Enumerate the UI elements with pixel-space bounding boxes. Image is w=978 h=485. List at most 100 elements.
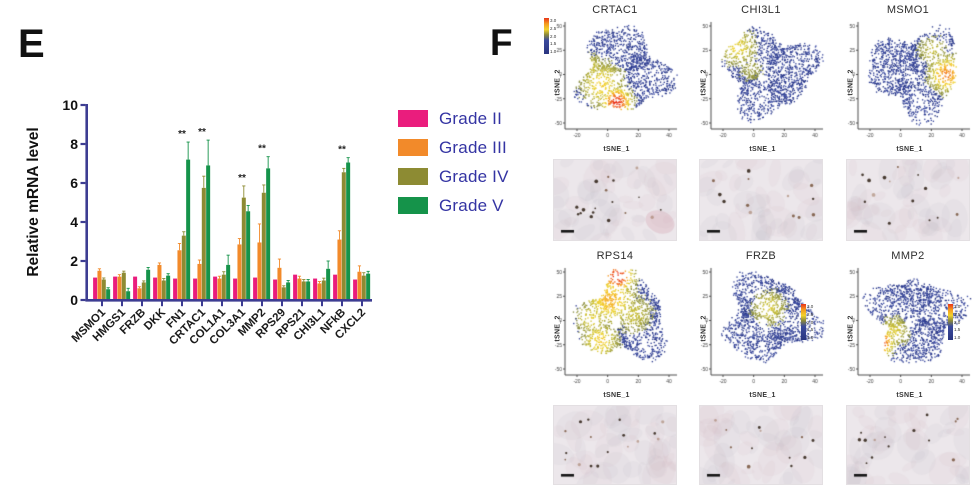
bar-Grade-IV-COL3A1 xyxy=(241,197,246,301)
bar-Grade-IV-COL1A1 xyxy=(221,274,226,300)
legend-item-grade-ii: Grade II xyxy=(398,108,509,128)
expression-colorbar: 3.0 2.5 2.0 1.5 1.0 xyxy=(801,304,813,340)
bar-Grade-III-RPS21 xyxy=(297,278,302,300)
tsne-plot: tSNE_2 tSNE_1 3.0 2.5 2.0 1.5 1.0 xyxy=(844,266,972,400)
colorbar-tick-labels: 3.0 2.5 2.0 1.5 1.0 xyxy=(954,304,960,340)
tsne-gene-title: MSMO1 xyxy=(886,4,930,16)
legend-label: Grade V xyxy=(439,195,504,215)
legend-swatch-grade-iv xyxy=(398,168,428,185)
bar-Grade-III-NFkB xyxy=(337,239,342,300)
tsne-gene-title: FRZB xyxy=(745,250,777,262)
tsne-plot: tSNE_2 tSNE_1 xyxy=(844,20,972,154)
bar-Grade-II-COL3A1 xyxy=(233,278,238,300)
tsne-gene-title: RPS14 xyxy=(596,250,634,262)
tsne-ihc-cell-msmo1: MSMO1 tSNE_2 tSNE_1 xyxy=(833,4,978,241)
legend-swatch-grade-v xyxy=(398,197,428,214)
tsne-ihc-cell-chi3l1: CHI3L1 tSNE_2 tSNE_1 xyxy=(686,4,836,241)
ihc-image xyxy=(846,159,970,241)
tsne-scatter-canvas xyxy=(551,266,679,388)
ihc-image xyxy=(553,159,677,241)
bar-Grade-III-MMP2 xyxy=(257,242,262,300)
ihc-image xyxy=(699,159,823,241)
bar-Grade-V-MMP2 xyxy=(266,168,271,301)
panel-f-label: F xyxy=(490,22,513,63)
colorbar-tick: 1.0 xyxy=(807,335,814,340)
colorbar-tick: 2.5 xyxy=(550,25,557,31)
y-tick-label: 8 xyxy=(70,136,78,152)
bar-Grade-IV-NFkB xyxy=(341,172,346,300)
colorbar-gradient xyxy=(544,18,549,54)
y-tick-label: 0 xyxy=(70,292,78,308)
colorbar-tick: 3.0 xyxy=(954,304,961,309)
tsne-x-axis-label: tSNE_1 xyxy=(749,146,776,153)
colorbar-tick-labels: 3.0 2.5 2.0 1.5 1.0 xyxy=(550,18,556,54)
y-tick-label: 6 xyxy=(70,175,78,191)
x-category-label: DKK xyxy=(142,306,169,333)
significance-marker: ** xyxy=(258,144,266,155)
bar-Grade-III-FN1 xyxy=(177,250,182,300)
expression-colorbar: 3.0 2.5 2.0 1.5 1.0 xyxy=(948,304,960,340)
tsne-plot: tSNE_2 tSNE_1 3.0 2.5 2.0 1.5 1.0 xyxy=(544,18,679,154)
tsne-gene-title: CHI3L1 xyxy=(741,4,781,16)
legend-label: Grade II xyxy=(439,108,503,128)
bar-Grade-III-CXCL2 xyxy=(357,271,362,300)
bar-Grade-V-HMGS1 xyxy=(126,291,131,301)
bar-Grade-II-CRTAC1 xyxy=(193,278,198,300)
ihc-image xyxy=(553,405,677,485)
tsne-gene-title: MMP2 xyxy=(891,250,925,262)
tsne-y-axis-label: tSNE_2 xyxy=(554,69,562,96)
bar-Grade-III-DKK xyxy=(157,264,162,300)
tsne-x-axis-label: tSNE_1 xyxy=(896,146,923,153)
bar-Grade-V-CXCL2 xyxy=(366,273,371,301)
tsne-plot: tSNE_2 tSNE_1 xyxy=(551,266,679,400)
tsne-plot: tSNE_2 tSNE_1 3.0 2.5 2.0 1.5 1.0 xyxy=(697,266,825,400)
tsne-x-axis-label: tSNE_1 xyxy=(749,392,776,399)
y-tick-label: 4 xyxy=(70,214,78,230)
bar-Grade-II-HMGS1 xyxy=(113,276,118,300)
bar-Grade-V-DKK xyxy=(166,275,171,301)
bar-Grade-IV-DKK xyxy=(161,280,166,300)
bar-Grade-IV-MSMO1 xyxy=(101,279,106,300)
significance-marker: ** xyxy=(178,129,186,140)
colorbar-tick: 1.5 xyxy=(550,41,557,47)
bar-Grade-V-RPS29 xyxy=(286,282,291,300)
tsne-scatter-canvas xyxy=(697,20,825,142)
expression-colorbar: 3.0 2.5 2.0 1.5 1.0 xyxy=(544,18,556,54)
bar-Grade-V-FRZB xyxy=(146,269,151,300)
y-tick-label: 10 xyxy=(62,97,78,113)
bar-Grade-V-CHI3L1 xyxy=(326,268,331,300)
tsne-x-axis-label: tSNE_1 xyxy=(896,392,923,399)
bar-Grade-IV-RPS21 xyxy=(301,281,306,300)
panel-e-label: E xyxy=(18,22,45,66)
bar-Grade-V-CRTAC1 xyxy=(206,165,211,300)
colorbar-gradient xyxy=(801,304,806,340)
bar-Grade-III-MSMO1 xyxy=(97,270,102,300)
bar-Grade-II-RPS29 xyxy=(273,279,278,300)
tsne-ihc-cell-rps14: RPS14 tSNE_2 tSNE_1 xyxy=(540,250,690,485)
bar-Grade-II-MSMO1 xyxy=(93,277,98,300)
bar-Grade-II-NFkB xyxy=(333,274,338,300)
bar-Grade-IV-CRTAC1 xyxy=(201,187,206,301)
bar-Grade-II-CHI3L1 xyxy=(313,278,318,300)
bar-Grade-II-DKK xyxy=(153,277,158,300)
legend-item-grade-iv: Grade IV xyxy=(398,167,509,186)
tsne-y-axis-label: tSNE_2 xyxy=(847,315,855,342)
tsne-y-axis-label: tSNE_2 xyxy=(700,69,708,96)
bar-Grade-II-FRZB xyxy=(133,276,138,300)
ihc-image xyxy=(846,405,970,485)
colorbar-tick: 3.0 xyxy=(550,18,557,23)
bar-Grade-II-RPS21 xyxy=(293,274,298,300)
tsne-scatter-canvas xyxy=(844,20,972,142)
bar-Grade-V-NFkB xyxy=(346,162,351,300)
bar-Grade-V-COL1A1 xyxy=(226,264,231,300)
ihc-image xyxy=(699,405,823,485)
bar-Grade-V-COL3A1 xyxy=(246,211,251,300)
legend-item-grade-v: Grade V xyxy=(398,195,509,215)
bar-Grade-IV-MMP2 xyxy=(261,192,266,300)
legend-swatch-grade-ii xyxy=(398,110,428,127)
colorbar-tick-labels: 3.0 2.5 2.0 1.5 1.0 xyxy=(807,304,813,340)
bar-Grade-IV-FRZB xyxy=(141,282,146,300)
significance-marker: ** xyxy=(198,127,206,138)
bar-Grade-IV-CHI3L1 xyxy=(321,280,326,300)
significance-marker: ** xyxy=(238,173,246,184)
